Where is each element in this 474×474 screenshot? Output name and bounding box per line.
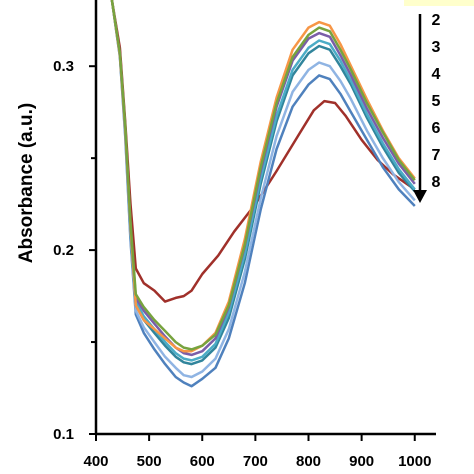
series-line-4: [110, 0, 416, 366]
legend-arrow-head: [413, 190, 427, 203]
x-tick-label-400: 400: [83, 453, 108, 470]
legend-entry-4: 4: [432, 66, 441, 83]
x-tick-label-700: 700: [243, 453, 268, 470]
x-tick-label-1000: 1000: [398, 453, 431, 470]
y-tick-label-0.2: 0.2: [53, 242, 74, 259]
legend-entry-3: 3: [432, 39, 441, 56]
legend-entry-8: 8: [432, 174, 441, 191]
series-line-2: [110, 0, 416, 388]
series-line-3: [110, 0, 416, 379]
series-layer: [110, 0, 416, 388]
legend-entry-6: 6: [432, 120, 441, 137]
legend-box: [404, 0, 474, 6]
y-tick-label-0.3: 0.3: [53, 58, 74, 75]
x-tick-label-600: 600: [190, 453, 215, 470]
legend-entry-7: 7: [432, 147, 441, 164]
x-tick-label-900: 900: [349, 453, 374, 470]
x-tick-label-800: 800: [296, 453, 321, 470]
series-line-8: [110, 0, 416, 351]
y-axis-title: Absorbance (a.u.): [16, 103, 37, 263]
series-line-1: [110, 0, 416, 303]
y-tick-label-0.1: 0.1: [53, 426, 74, 443]
axis-layer: 400 500 600 700 800 900 1000 0.1 0.2 0.3: [53, 58, 431, 470]
legend-entry-2: 2: [432, 12, 441, 29]
legend-entry-5: 5: [432, 93, 441, 110]
legend: 2 3 4 5 6 7 8: [404, 0, 474, 203]
x-tick-label-500: 500: [137, 453, 162, 470]
series-line-5: [110, 0, 416, 362]
